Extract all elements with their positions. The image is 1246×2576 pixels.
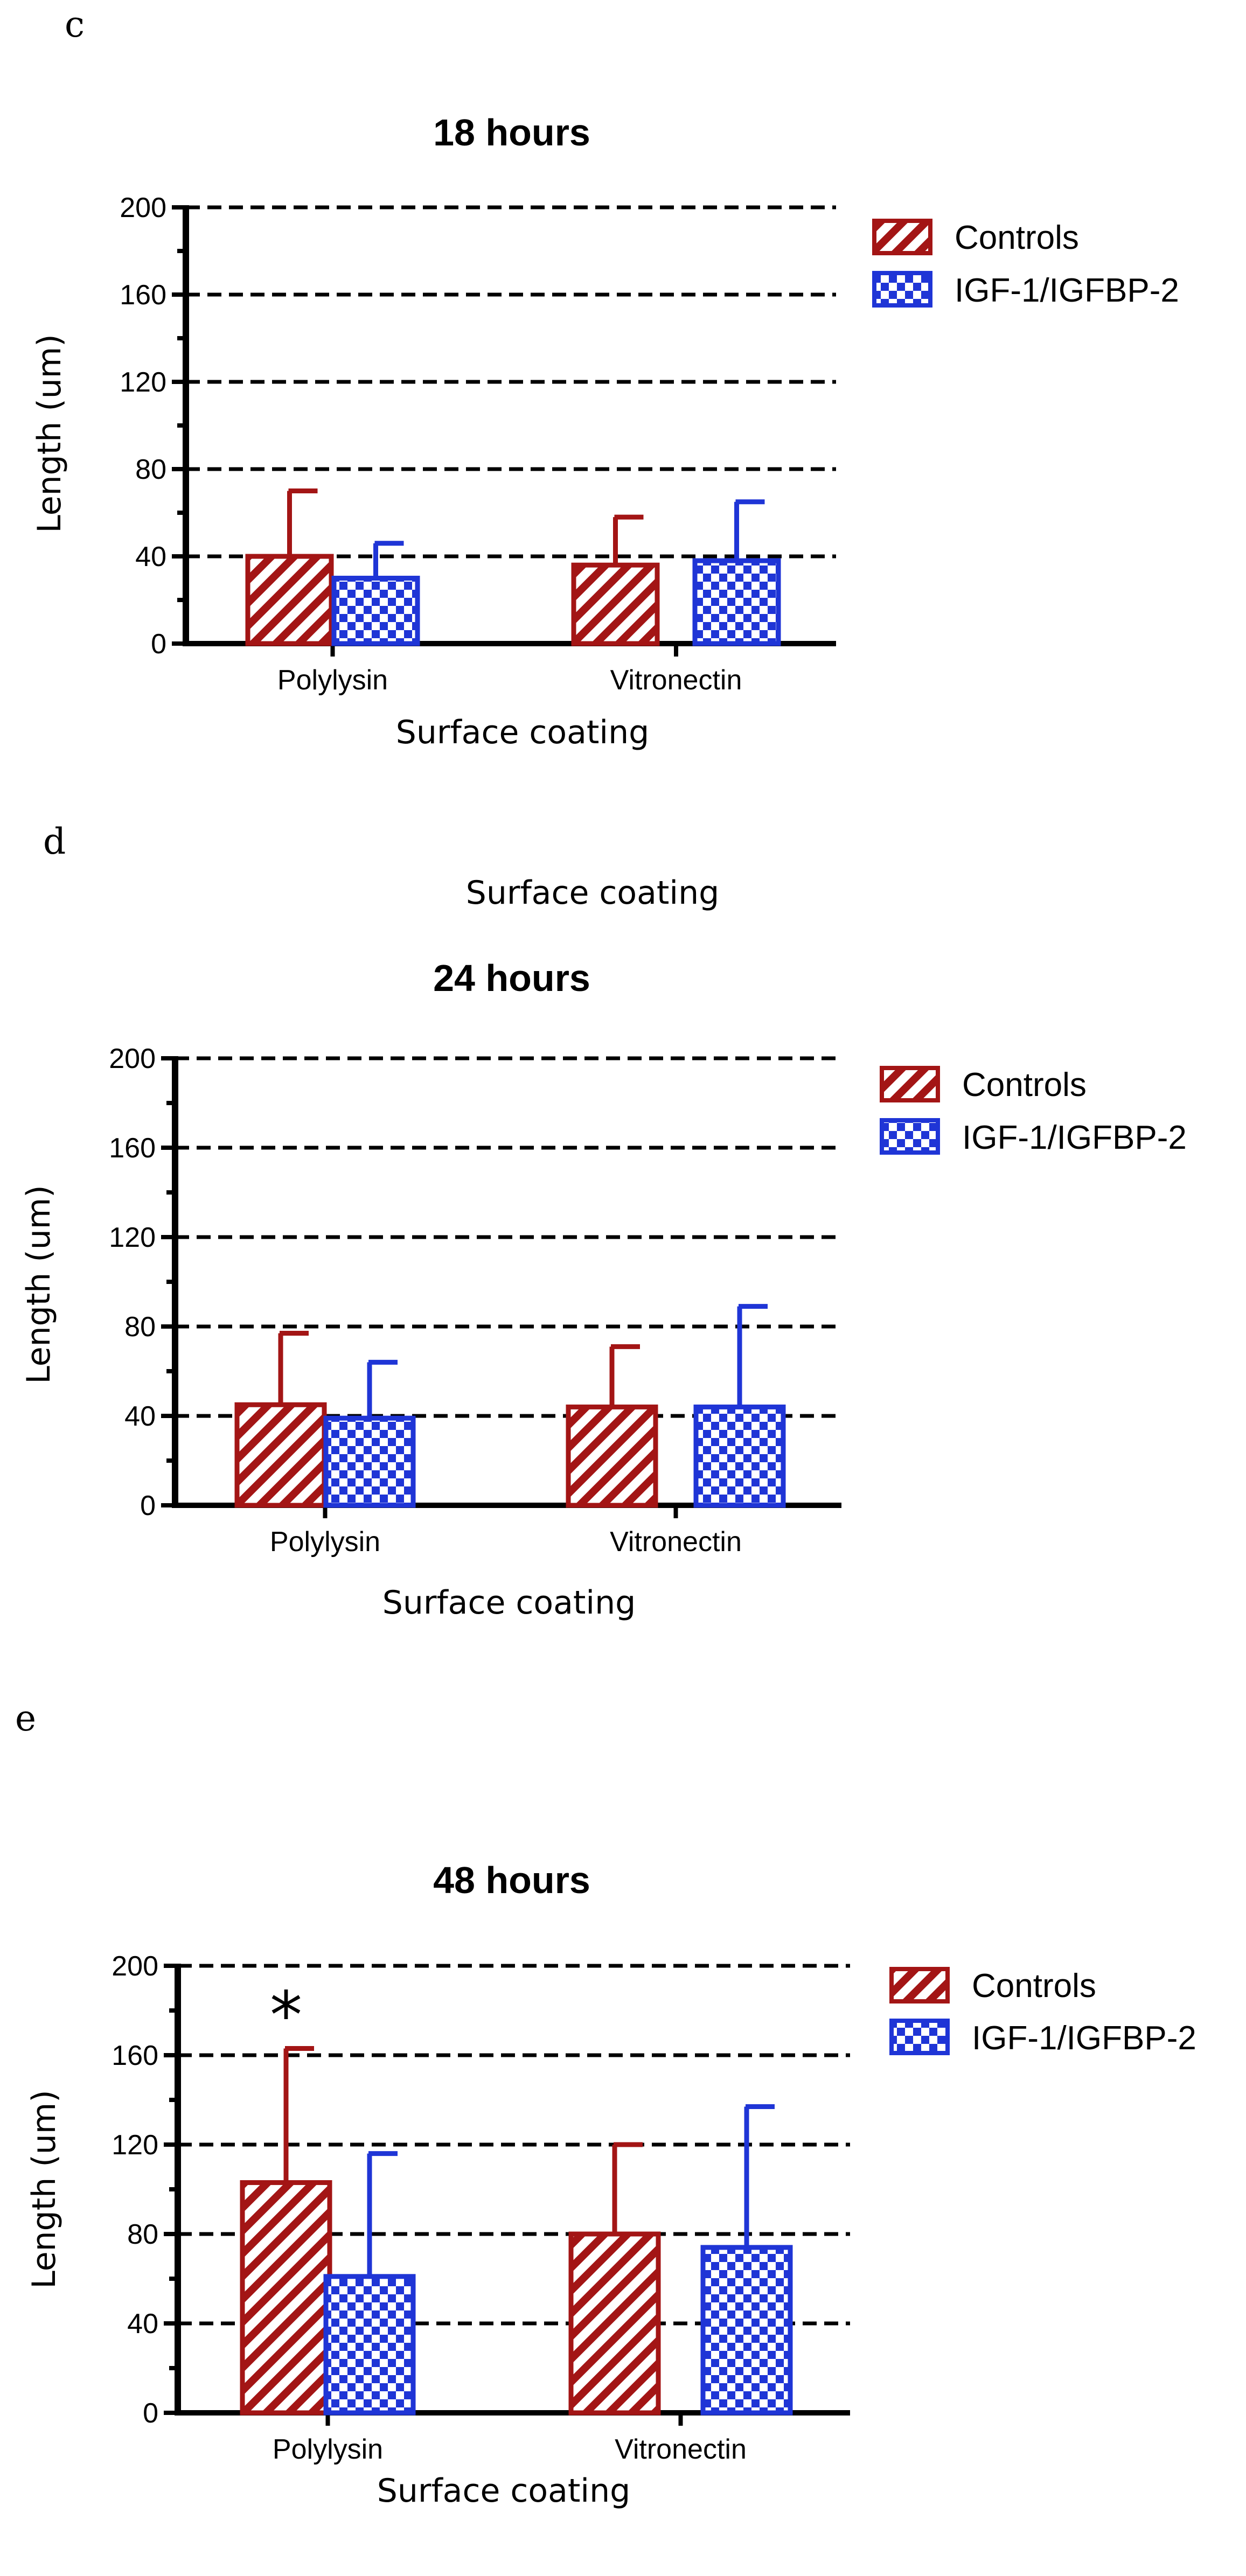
legend: Controls IGF-1/IGFBP-2: [872, 219, 1179, 309]
bar: [700, 2245, 793, 2416]
y-tick-label: 40: [124, 1401, 156, 1432]
chart-panel-d: 24 hours 0 40 80 120 160 200 Polylysin Vitronec…: [20, 957, 1187, 1622]
bar: [693, 1404, 786, 1508]
bar: [323, 1415, 416, 1508]
stray-caption: Surface coating: [466, 874, 719, 912]
bar: [568, 2231, 661, 2416]
category-label: Vitronectin: [610, 1526, 742, 1558]
y-tick-label: 200: [112, 1951, 158, 1982]
legend-label-igf: IGF-1/IGFBP-2: [972, 2020, 1196, 2057]
bar: [331, 576, 420, 646]
category-label: Polylysin: [270, 1526, 380, 1558]
y-tick-label: 80: [135, 454, 166, 485]
chart-title: 48 hours: [433, 1859, 590, 1901]
y-tick-label: 200: [120, 192, 166, 224]
y-tick-label: 160: [112, 2040, 158, 2071]
x-axis-title: Surface coating: [377, 2472, 630, 2510]
y-tick-label: 40: [135, 541, 166, 573]
significance-marker: *: [270, 1979, 302, 2054]
legend: Controls IGF-1/IGFBP-2: [889, 1967, 1196, 2057]
y-tick-label: 0: [143, 2398, 158, 2429]
bar: [234, 1402, 327, 1508]
legend-label-igf: IGF-1/IGFBP-2: [955, 272, 1179, 309]
chart-title: 18 hours: [433, 111, 590, 153]
y-axis-title: Length (um): [25, 2090, 63, 2288]
bar: [571, 562, 660, 646]
y-tick-label: 120: [120, 367, 166, 398]
y-tick-label: 160: [109, 1133, 156, 1164]
bar: [323, 2274, 416, 2416]
y-tick-label: 120: [112, 2130, 158, 2161]
chart-panel-e: 48 hours * 0 40 80 120 160 200 Polylysin Vitron…: [25, 1859, 1196, 2510]
legend-swatch-igf: [880, 1118, 940, 1155]
y-tick-label: 0: [140, 1490, 156, 1521]
y-axis-title: Length (um): [20, 1185, 58, 1384]
legend-label-controls: Controls: [962, 1066, 1087, 1104]
legend-swatch-controls: [872, 219, 932, 255]
category-label: Polylysin: [277, 665, 388, 696]
panel-letter-c: c: [65, 4, 85, 45]
x-axis-title: Surface coating: [382, 1584, 636, 1622]
y-axis-title: Length (um): [31, 334, 68, 533]
bar: [692, 558, 781, 646]
y-tick-label: 40: [127, 2308, 158, 2340]
x-axis-title: Surface coating: [396, 714, 649, 751]
y-tick-label: 160: [120, 280, 166, 311]
bar: [566, 1404, 658, 1508]
chart-panel-c: c 18 hours 0 40 80 120 160 200 Polylysin Vitron…: [31, 4, 1179, 751]
legend-swatch-controls: [889, 1967, 950, 2003]
y-tick-label: 80: [124, 1311, 156, 1343]
legend-label-controls: Controls: [955, 219, 1079, 256]
category-label: Polylysin: [273, 2434, 383, 2465]
bar: [240, 2180, 332, 2416]
panel-letter-e: e: [15, 1698, 36, 1739]
category-label: Vitronectin: [610, 665, 742, 696]
legend-label-igf: IGF-1/IGFBP-2: [962, 1119, 1187, 1156]
y-tick-label: 80: [127, 2219, 158, 2250]
panel-letter-d: d: [43, 821, 66, 862]
legend: Controls IGF-1/IGFBP-2: [880, 1066, 1187, 1156]
legend-swatch-controls: [880, 1066, 940, 1102]
y-tick-label: 0: [151, 629, 166, 660]
chart-title: 24 hours: [433, 957, 590, 999]
bar: [245, 554, 334, 646]
legend-swatch-igf: [872, 271, 932, 308]
y-tick-label: 120: [109, 1222, 156, 1253]
y-tick-label: 200: [109, 1043, 156, 1074]
legend-swatch-igf: [889, 2019, 950, 2055]
legend-label-controls: Controls: [972, 1967, 1096, 2005]
category-label: Vitronectin: [615, 2434, 747, 2465]
